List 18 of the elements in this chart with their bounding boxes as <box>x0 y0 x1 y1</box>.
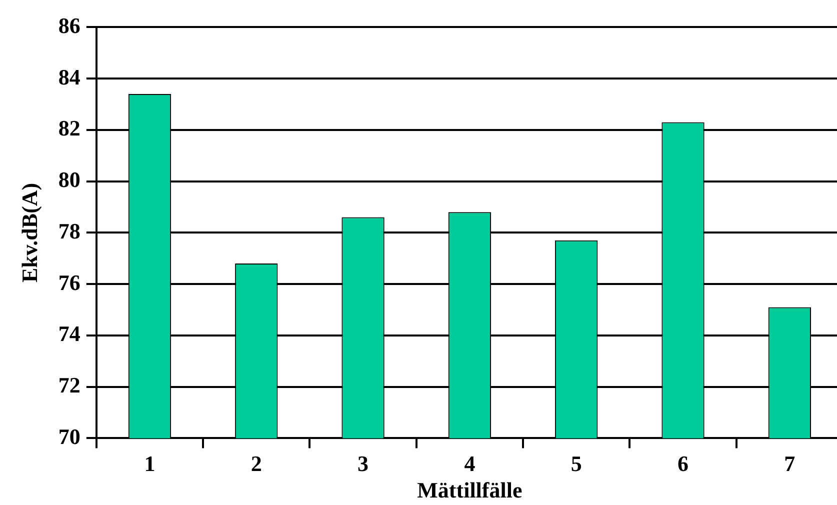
x-tick-label: 7 <box>784 451 796 476</box>
y-tick-label: 72 <box>58 372 80 398</box>
x-tick-label: 4 <box>464 451 476 476</box>
y-tick-label: 82 <box>58 116 80 141</box>
x-tick-label: 2 <box>250 451 262 476</box>
y-tick-label: 84 <box>58 64 80 90</box>
x-tick-label: 6 <box>678 451 689 476</box>
y-tick-label: 70 <box>58 424 80 449</box>
y-axis-title: Ekv.dB(A) <box>16 182 42 283</box>
y-tick-label: 80 <box>58 167 80 192</box>
x-tick-label: 3 <box>358 451 369 476</box>
y-tick-label: 74 <box>58 321 80 346</box>
x-tick-label: 1 <box>144 451 156 476</box>
x-axis-title: Mättillfälle <box>417 477 522 502</box>
x-tick-label: 5 <box>570 451 582 476</box>
y-tick-label: 76 <box>58 270 80 295</box>
y-tick-label: 86 <box>58 12 80 38</box>
y-tick-label: 78 <box>58 218 80 244</box>
